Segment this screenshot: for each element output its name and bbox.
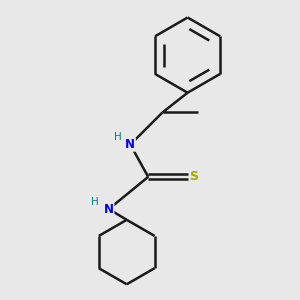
Text: H: H	[91, 197, 99, 207]
Text: H: H	[114, 133, 122, 142]
Text: N: N	[104, 202, 114, 216]
Text: S: S	[190, 170, 199, 183]
Text: N: N	[125, 138, 135, 151]
